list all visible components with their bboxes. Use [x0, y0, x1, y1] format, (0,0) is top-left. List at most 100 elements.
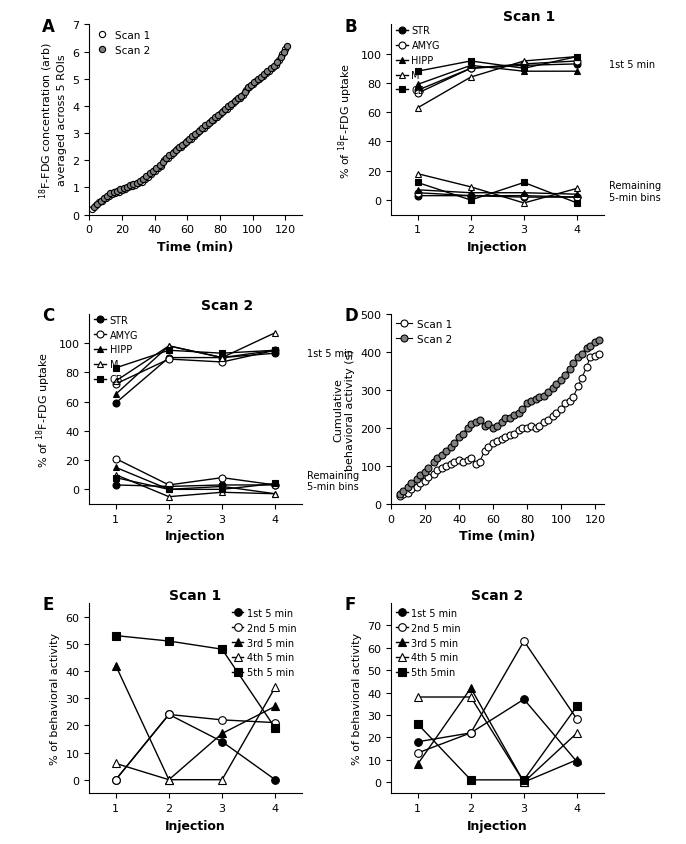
4th 5 min: [218, 775, 226, 785]
Y-axis label: Cumulative
behavioral activity (s): Cumulative behavioral activity (s): [333, 349, 355, 470]
Scan 1: [569, 392, 577, 403]
Scan 2: [90, 203, 98, 213]
CB: [414, 67, 422, 77]
X-axis label: Time (min): Time (min): [459, 530, 536, 543]
Scan 2: [211, 113, 220, 123]
Scan 2: [438, 450, 446, 460]
Scan 2: [540, 391, 548, 401]
Title: Scan 2: Scan 2: [201, 299, 254, 313]
Text: D: D: [344, 306, 358, 325]
Scan 2: [535, 392, 543, 403]
Scan 1: [281, 45, 289, 55]
Line: 3rd 5 min: 3rd 5 min: [414, 684, 581, 786]
Scan 1: [421, 477, 429, 487]
Scan 2: [552, 380, 560, 390]
AMYG: [573, 57, 581, 67]
Scan 2: [464, 424, 472, 434]
Line: 4th 5 min: 4th 5 min: [414, 694, 581, 786]
X-axis label: Injection: Injection: [165, 819, 226, 831]
5th 5min: [573, 701, 581, 711]
Scan 1: [565, 397, 573, 407]
1st 5 min: [573, 757, 581, 767]
Scan 1: [506, 431, 514, 441]
Scan 1: [549, 412, 557, 422]
Scan 2: [586, 342, 594, 352]
3rd 5 min: [520, 777, 528, 787]
Title: Scan 2: Scan 2: [471, 588, 523, 602]
Scan 2: [595, 336, 603, 346]
Scan 2: [458, 429, 466, 439]
Line: CB: CB: [113, 348, 279, 372]
Scan 1: [552, 408, 560, 419]
Text: E: E: [43, 596, 54, 614]
Scan 1: [574, 381, 582, 392]
STR: [165, 353, 173, 363]
5th 5min: [414, 719, 422, 729]
Scan 2: [447, 442, 455, 452]
Scan 2: [395, 490, 403, 500]
Scan 1: [150, 167, 158, 177]
5th 5 min: [218, 644, 226, 654]
Scan 2: [472, 418, 480, 428]
HIPP: [165, 341, 173, 351]
Scan 2: [501, 414, 509, 424]
Scan 1: [493, 436, 501, 446]
Scan 2: [404, 482, 412, 492]
Scan 1: [137, 178, 145, 188]
Text: 1st 5 min: 1st 5 min: [307, 349, 353, 359]
M: [573, 52, 581, 62]
Y-axis label: % of $^{18}$F-FDG uptake: % of $^{18}$F-FDG uptake: [34, 351, 53, 468]
STR: [112, 398, 120, 408]
Scan 1: [475, 457, 484, 468]
4th 5 min: [165, 775, 173, 785]
AMYG: [218, 358, 226, 368]
Line: 1st 5 min: 1st 5 min: [414, 695, 581, 766]
Scan 2: [407, 479, 416, 489]
Scan 1: [543, 416, 552, 426]
Line: Scan 1: Scan 1: [89, 46, 289, 214]
Scan 1: [540, 418, 548, 428]
3rd 5 min: [573, 755, 581, 765]
Scan 1: [154, 165, 162, 175]
2nd 5 min: [520, 636, 528, 647]
Scan 1: [518, 424, 526, 434]
Scan 2: [565, 365, 573, 375]
Scan 1: [484, 442, 492, 452]
Line: Scan 1: Scan 1: [396, 351, 602, 500]
3rd 5 min: [414, 760, 422, 770]
HIPP: [520, 67, 528, 77]
Text: C: C: [43, 306, 55, 325]
Y-axis label: % of $^{18}$F-FDG uptake: % of $^{18}$F-FDG uptake: [336, 62, 355, 178]
Scan 2: [549, 383, 557, 393]
STR: [520, 62, 528, 72]
2nd 5 min: [573, 715, 581, 725]
Scan 2: [412, 474, 421, 484]
AMYG: [466, 64, 475, 74]
M: [414, 104, 422, 114]
3rd 5 min: [271, 701, 279, 711]
Scan 1: [429, 469, 438, 479]
Scan 1: [88, 205, 97, 215]
4th 5 min: [573, 728, 581, 738]
Scan 1: [560, 398, 569, 408]
Scan 2: [510, 410, 518, 420]
HIPP: [112, 390, 120, 400]
Scan 1: [458, 457, 466, 468]
2nd 5 min: [466, 728, 475, 738]
Legend: 1st 5 min, 2nd 5 min, 3rd 5 min, 4th 5 min, 5th 5min: 1st 5 min, 2nd 5 min, 3rd 5 min, 4th 5 m…: [396, 609, 461, 678]
Scan 2: [425, 463, 433, 473]
Scan 1: [464, 456, 472, 466]
Title: Scan 1: Scan 1: [503, 10, 556, 24]
AMYG: [520, 60, 528, 70]
X-axis label: Injection: Injection: [467, 241, 528, 254]
Scan 1: [510, 429, 518, 439]
CB: [520, 64, 528, 74]
1st 5 min: [112, 775, 120, 785]
STR: [466, 64, 475, 74]
Scan 2: [557, 376, 565, 386]
Scan 2: [543, 387, 552, 398]
Line: STR: STR: [113, 350, 279, 407]
Scan 2: [450, 439, 458, 449]
X-axis label: Injection: Injection: [467, 819, 528, 831]
Scan 2: [145, 169, 154, 179]
